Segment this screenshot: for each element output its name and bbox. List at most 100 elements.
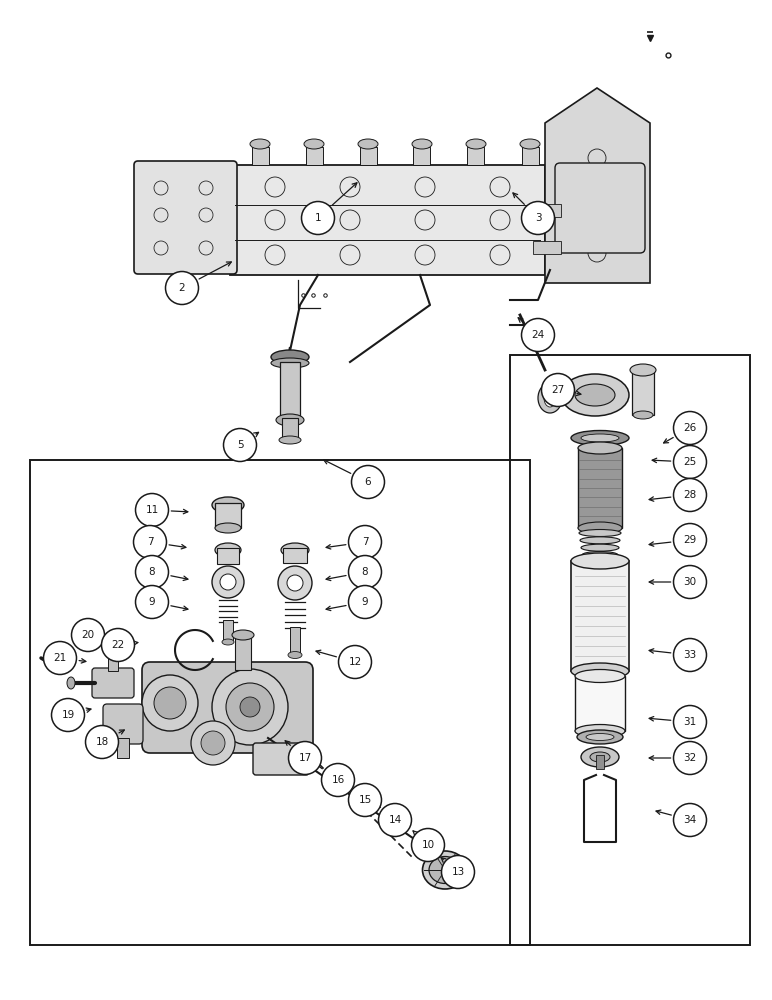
Text: 7: 7 [362,537,368,547]
Ellipse shape [281,543,309,557]
Circle shape [338,646,371,678]
Text: 21: 21 [53,653,66,663]
Bar [283,548,307,563]
Circle shape [673,639,706,672]
Circle shape [52,698,84,732]
Bar [290,627,300,655]
Bar [533,241,561,254]
Text: 6: 6 [364,477,371,487]
Text: 18: 18 [96,737,109,747]
Ellipse shape [581,544,619,551]
Circle shape [442,856,475,888]
Bar [522,147,539,165]
Ellipse shape [575,724,625,737]
Circle shape [72,618,104,652]
Bar [108,651,118,671]
Text: 30: 30 [683,577,696,587]
Text: 17: 17 [298,753,312,763]
Text: 10: 10 [422,840,435,850]
Ellipse shape [288,652,302,658]
Ellipse shape [212,497,244,513]
Circle shape [348,556,381,588]
Polygon shape [545,88,650,283]
Circle shape [673,566,706,598]
Circle shape [673,804,706,836]
Bar [571,561,629,671]
Ellipse shape [561,374,629,416]
Bar [280,362,300,420]
Ellipse shape [276,414,304,426]
FancyBboxPatch shape [555,163,645,253]
Bar [117,738,129,758]
Circle shape [191,721,235,765]
Text: 22: 22 [111,640,124,650]
Ellipse shape [279,436,301,444]
Text: 15: 15 [358,795,371,805]
Bar [30,460,530,945]
Ellipse shape [571,553,629,569]
FancyBboxPatch shape [134,161,237,274]
Ellipse shape [633,411,653,419]
Text: 9: 9 [362,597,368,607]
Text: 26: 26 [683,423,696,433]
Ellipse shape [580,537,620,544]
Bar [510,355,750,945]
Ellipse shape [422,851,468,889]
Circle shape [43,642,76,674]
Bar [360,147,377,165]
Circle shape [136,585,168,618]
Ellipse shape [630,364,656,376]
Ellipse shape [590,752,610,762]
FancyBboxPatch shape [253,743,309,775]
Bar [235,635,251,670]
Ellipse shape [582,551,618,558]
Bar [578,448,622,528]
Ellipse shape [232,630,254,640]
Ellipse shape [538,383,562,413]
Bar [533,204,561,217]
Text: 32: 32 [683,753,696,763]
Ellipse shape [358,139,378,149]
Circle shape [522,202,554,234]
Circle shape [201,731,225,755]
Ellipse shape [466,139,486,149]
FancyBboxPatch shape [103,704,143,744]
Bar [217,548,239,564]
Bar [306,147,323,165]
Circle shape [673,524,706,556]
Ellipse shape [577,730,623,744]
Ellipse shape [578,442,622,454]
Ellipse shape [586,733,614,740]
Circle shape [212,566,244,598]
Ellipse shape [271,350,309,364]
Text: 24: 24 [531,330,544,340]
Bar [414,147,431,165]
Circle shape [673,446,706,479]
Ellipse shape [578,522,622,534]
Ellipse shape [571,663,629,679]
Circle shape [101,629,134,662]
FancyBboxPatch shape [92,668,134,698]
Circle shape [348,784,381,816]
Bar [252,147,269,165]
Text: 20: 20 [81,630,94,640]
Text: 34: 34 [683,815,696,825]
Ellipse shape [571,430,629,446]
Text: 11: 11 [145,505,158,515]
Circle shape [348,585,381,618]
Circle shape [220,574,236,590]
Ellipse shape [429,856,461,884]
Text: 7: 7 [147,537,154,547]
Circle shape [673,706,706,738]
Ellipse shape [215,523,241,533]
Ellipse shape [67,677,75,689]
Ellipse shape [222,639,234,645]
Circle shape [165,271,198,304]
Ellipse shape [271,358,309,368]
Circle shape [351,466,384,498]
Bar [596,755,604,769]
Bar [215,503,241,528]
Ellipse shape [581,747,619,767]
Text: 14: 14 [388,815,401,825]
Text: 12: 12 [348,657,361,667]
